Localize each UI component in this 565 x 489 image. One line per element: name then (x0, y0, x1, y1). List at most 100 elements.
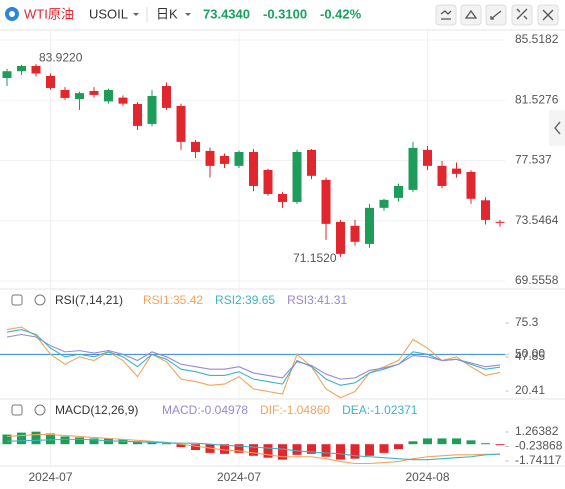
y-tick-label: 85.5182 (515, 32, 559, 46)
tool-icons (440, 8, 554, 21)
line (6, 333, 501, 380)
candle-body (394, 185, 403, 198)
candle-body (263, 169, 273, 194)
candle-body (205, 150, 215, 166)
dropdown-arrow[interactable] (185, 13, 191, 16)
icon (516, 8, 528, 20)
candle-body (495, 221, 505, 223)
y-tick-label: 47.85 (515, 349, 545, 363)
candle-body (191, 141, 200, 152)
icon (464, 9, 478, 19)
candle-body (307, 149, 316, 176)
symbol-icon-dot (9, 11, 15, 17)
y-tick-label: -1.74117 (515, 453, 562, 467)
line (6, 438, 501, 461)
y-tick-label: 77.537 (515, 153, 552, 167)
legend-entry: RSI2:39.65 (215, 293, 275, 307)
candle-body (17, 65, 26, 72)
macd-bar (191, 444, 200, 450)
macd-bar (350, 444, 360, 459)
panel-icons (11, 294, 46, 416)
macd-bar (379, 444, 389, 453)
candle-body (350, 225, 360, 242)
candle-body (234, 151, 244, 166)
y-tick-label: -0.23868 (515, 439, 563, 453)
symbol-code[interactable]: USOIL (89, 6, 128, 21)
settings-icon[interactable] (34, 294, 46, 306)
macd-bar (466, 440, 476, 445)
candle-body (147, 95, 157, 124)
macd-bar (2, 434, 12, 445)
candle-body (220, 155, 229, 164)
hide-icon[interactable] (11, 294, 23, 306)
settings-icon[interactable] (34, 404, 46, 416)
side-toggle-arrow (554, 121, 561, 135)
macd-bar (495, 444, 505, 446)
macd-bar (176, 444, 186, 448)
candle-body (336, 221, 345, 254)
macd-bar (133, 441, 142, 445)
macd-bar (89, 438, 99, 445)
macd-bar (249, 444, 258, 456)
macd-bar (437, 438, 447, 445)
macd-bar (75, 437, 84, 445)
candle-body (31, 65, 41, 74)
y-tick-label: 50.00 (515, 347, 545, 361)
x-tick-label: 2024-07 (28, 470, 72, 484)
legend-entry: RSI3:41.31 (287, 293, 347, 307)
candle-body (452, 168, 461, 174)
candle-body (133, 103, 142, 126)
candle-body (104, 89, 113, 102)
candle-body (249, 151, 258, 186)
macd-bar (292, 444, 302, 455)
change: -0.3100 (263, 6, 307, 21)
x-tick-label: 2024-08 (405, 470, 449, 484)
period[interactable]: 日K (156, 6, 178, 21)
tool-button[interactable] (511, 4, 533, 26)
side-toggle[interactable] (549, 110, 565, 146)
candle-body (2, 71, 12, 79)
y-tick-label: 81.5276 (515, 92, 559, 106)
line (6, 328, 501, 386)
line (6, 434, 501, 465)
macd-bar (408, 441, 418, 445)
price: 73.4340 (203, 6, 250, 21)
legend-entry: RSI1:35.42 (143, 293, 203, 307)
macd-bar (162, 443, 171, 445)
legend-entry: DIF:-1.04860 (260, 403, 330, 417)
hide-icon[interactable] (11, 404, 23, 416)
icon (542, 9, 554, 21)
change-percent: -0.42% (320, 6, 362, 21)
macd-bar (481, 443, 490, 445)
macd-bar (60, 436, 70, 445)
tool-button[interactable] (435, 4, 457, 26)
low-label: 71.1520 (293, 251, 337, 265)
candle-body (118, 97, 128, 104)
macd-bar (220, 444, 229, 454)
candle-body (437, 165, 447, 186)
dropdown-arrow[interactable] (133, 13, 139, 16)
candle-body (75, 93, 84, 100)
macd-bar (234, 444, 244, 453)
candle-body (89, 90, 99, 95)
symbol-name[interactable]: WTI原油 (24, 6, 74, 21)
y-tick-label: 1.26382 (515, 424, 559, 438)
macd-bar (46, 433, 55, 445)
candle-body (365, 207, 374, 244)
candle-body (162, 86, 171, 108)
macd-bar (31, 431, 41, 445)
y-tick-label: 20.41 (515, 383, 545, 397)
candle-body (408, 147, 418, 190)
macd-bar (394, 444, 403, 450)
macd-bar (307, 444, 316, 454)
macd-bar (321, 444, 331, 457)
tool-button[interactable] (460, 4, 482, 26)
macd-bar (263, 444, 273, 458)
high-label: 83.9220 (39, 50, 83, 64)
indicator-name: RSI(7,14,21) (55, 293, 123, 307)
candle-body (46, 75, 55, 88)
icon (490, 10, 502, 20)
y-tick-label: 73.5464 (515, 213, 559, 227)
macd-bar (452, 438, 461, 445)
